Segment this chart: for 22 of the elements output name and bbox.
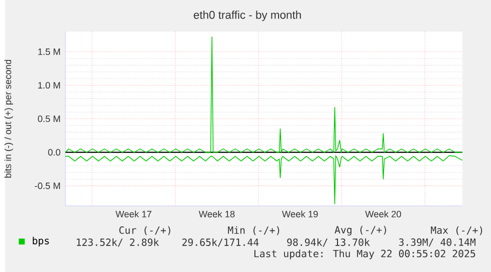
text: Cur (-/+)	[119, 226, 170, 235]
legend-label: bps	[32, 236, 49, 246]
x-tick-label: Week 19	[282, 210, 318, 218]
line-series	[64, 36, 463, 153]
y-axis-title: bits in (-) / out (+) per second	[4, 60, 14, 178]
y-tick-label: 0.5 M	[38, 115, 60, 122]
y-tick-label: 0.0	[48, 148, 60, 156]
chart-title: eth0 traffic - by month	[194, 10, 301, 21]
text: 29.65k/171.44	[182, 238, 259, 247]
x-tick-label: Week 17	[116, 210, 152, 218]
y-tick-label: 1.5 M	[38, 48, 60, 55]
x-tick-label: Week 18	[198, 210, 235, 218]
text: 123.52k/ 2.89k	[76, 238, 159, 247]
y-tick-label: -0.5 M	[34, 182, 60, 189]
text: Last update: Thu May 22 00:55:02 2025	[254, 250, 476, 260]
x-tick-label: Week 20	[365, 210, 402, 218]
text: 3.39M/ 40.14M	[399, 238, 476, 247]
text: Max (-/+)	[430, 226, 482, 235]
y-tick-label: 1.0 M	[38, 82, 60, 88]
text: Avg (-/+)	[334, 226, 386, 236]
text: 98.94k/ 13.70k	[287, 238, 370, 247]
text: Min (-/+)	[228, 226, 280, 235]
